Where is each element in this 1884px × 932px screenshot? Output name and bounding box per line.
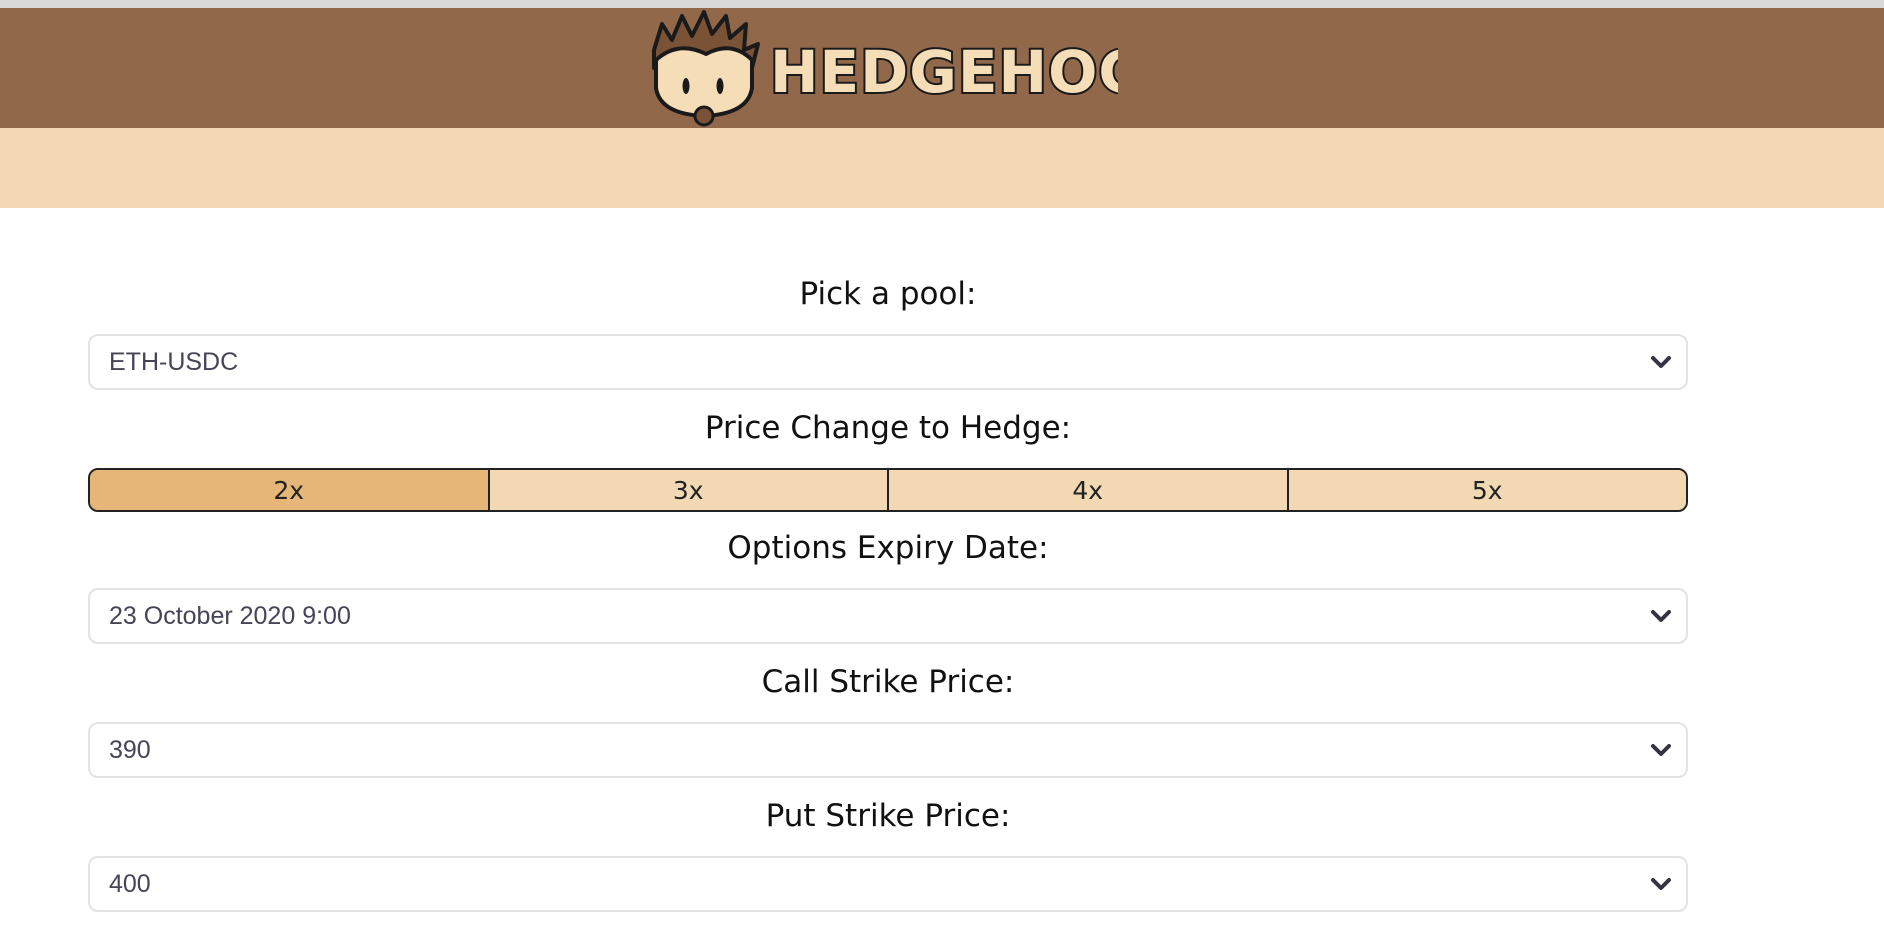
chevron-down-icon [1651,356,1671,368]
app-header: HEDGEHOG [0,8,1884,128]
call-strike-select-value: 390 [109,736,151,764]
brand-wordmark: HEDGEHOG [770,38,1118,106]
put-strike-select-value: 400 [109,870,151,898]
expiry-label: Options Expiry Date: [727,530,1049,566]
pool-select[interactable]: ETH-USDC [88,334,1688,390]
price-change-segmented-control: 2x 3x 4x 5x [88,468,1688,512]
price-change-option-5x[interactable]: 5x [1288,470,1686,510]
price-change-label: Price Change to Hedge: [704,410,1072,446]
sub-header-bar [0,128,1884,208]
chevron-down-icon [1651,610,1671,622]
call-strike-select[interactable]: 390 [88,722,1688,778]
call-strike-label: Call Strike Price: [761,664,1015,700]
put-strike-select[interactable]: 400 [88,856,1688,912]
chevron-down-icon [1651,878,1671,890]
top-border [0,0,1884,8]
hedgehog-mascot-icon [652,10,760,127]
price-change-option-4x[interactable]: 4x [889,470,1289,510]
price-change-option-2x[interactable]: 2x [90,470,490,510]
expiry-select-value: 23 October 2020 9:00 [109,602,351,630]
pool-label: Pick a pool: [799,276,977,312]
hedgehog-logo[interactable]: HEDGEHOG [648,10,1118,128]
pool-select-value: ETH-USDC [109,348,239,376]
put-strike-label: Put Strike Price: [765,798,1011,834]
expiry-select[interactable]: 23 October 2020 9:00 [88,588,1688,644]
chevron-down-icon [1651,744,1671,756]
price-change-option-3x[interactable]: 3x [489,470,889,510]
